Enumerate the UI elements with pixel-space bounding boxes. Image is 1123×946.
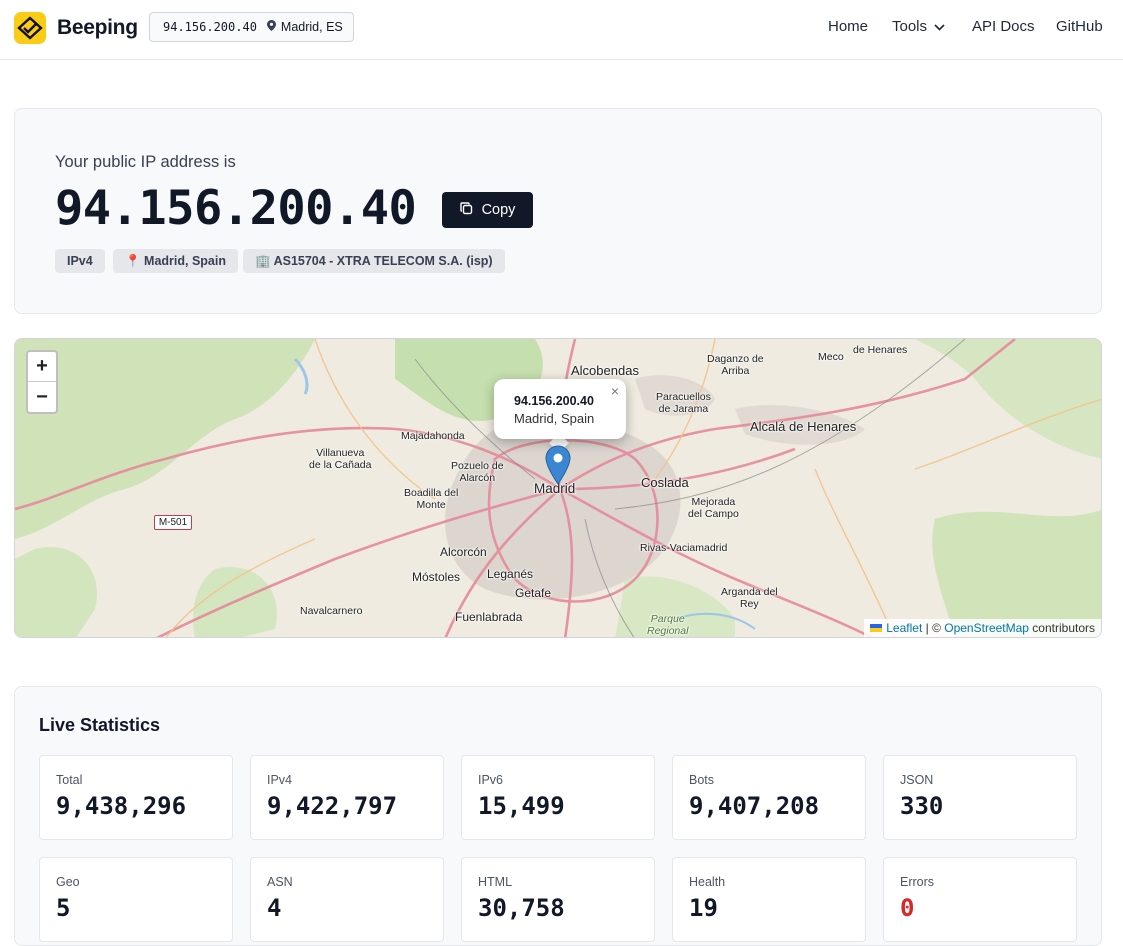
popup-close-button[interactable]: × xyxy=(610,383,619,399)
map-label-alcorcon: Alcorcón xyxy=(440,545,487,559)
map-label-mostoles: Móstoles xyxy=(412,570,461,584)
stat-value: 4 xyxy=(267,894,282,922)
tag-ip-version: IPv4 xyxy=(55,249,105,273)
stat-label: HTML xyxy=(478,875,513,889)
stat-card-asn: ASN 4 xyxy=(250,857,444,942)
stat-card-bots: Bots 9,407,208 xyxy=(672,755,866,840)
brand-name[interactable]: Beeping xyxy=(57,16,138,39)
map-label-madrid: Madrid xyxy=(534,481,576,496)
live-statistics-panel: Live Statistics Total 9,438,296 IPv4 9,4… xyxy=(14,686,1102,946)
stat-value: 15,499 xyxy=(478,792,565,820)
stat-label: Errors xyxy=(900,875,935,889)
nav-tools-label: Tools xyxy=(892,18,928,35)
stat-label: JSON xyxy=(900,773,934,787)
map-label-daganzo: Daganzo de Arriba xyxy=(707,353,764,377)
copy-button[interactable]: Copy xyxy=(442,192,533,228)
zoom-control: + − xyxy=(26,350,58,414)
map-label-coslada: Coslada xyxy=(641,475,689,490)
stat-card-html: HTML 30,758 xyxy=(461,857,655,942)
stat-label: Geo xyxy=(56,875,80,889)
map-attribution: Leaflet | © OpenStreetMap contributors xyxy=(864,619,1101,637)
map-label-boadilla: Boadilla del Monte xyxy=(404,487,459,511)
zoom-in-button[interactable]: + xyxy=(28,352,56,382)
location-pin-icon xyxy=(266,20,276,34)
map-label-meco: Meco xyxy=(818,351,844,363)
map-label-alcobendas: Alcobendas xyxy=(571,363,639,378)
header-ip: 94.156.200.40 xyxy=(163,20,257,34)
stat-label: IPv6 xyxy=(478,773,504,787)
location-map[interactable]: + − M-501 Alcobendas Daganzo de Arriba M… xyxy=(14,338,1102,638)
stat-card-errors: Errors 0 xyxy=(883,857,1077,942)
stat-value: 9,407,208 xyxy=(689,792,820,820)
map-marker-icon[interactable] xyxy=(545,445,571,490)
copy-button-label: Copy xyxy=(481,202,516,218)
attribution-suffix: contributors xyxy=(1028,621,1095,635)
stat-value: 19 xyxy=(689,894,718,922)
ip-intro-text: Your public IP address is xyxy=(55,153,236,171)
stat-label: IPv4 xyxy=(267,773,293,787)
map-label-arganda: Arganda del Rey xyxy=(721,586,778,610)
map-label-leganes: Leganés xyxy=(487,567,534,581)
stat-label: Bots xyxy=(689,773,715,787)
tag-location: 📍 Madrid, Spain xyxy=(113,249,238,273)
map-label-majadahonda: Majadahonda xyxy=(401,430,465,442)
stat-label: Health xyxy=(689,875,726,889)
zoom-out-button[interactable]: − xyxy=(36,385,48,408)
stat-card-json: JSON 330 xyxy=(883,755,1077,840)
map-label-henares-top: de Henares xyxy=(853,344,908,356)
stat-card-geo: Geo 5 xyxy=(39,857,233,942)
stat-value: 30,758 xyxy=(478,894,565,922)
top-navbar: Beeping 94.156.200.40 Madrid, ES Home To… xyxy=(0,0,1123,60)
map-label-mejorada: Mejorada del Campo xyxy=(688,496,739,520)
stat-label: ASN xyxy=(267,875,293,889)
ip-card: Your public IP address is 94.156.200.40 … xyxy=(14,108,1102,314)
attribution-separator: | © xyxy=(922,621,945,635)
map-label-alcala: Alcalá de Henares xyxy=(750,419,857,434)
map-label-pozuelo: Pozuelo de Alarcón xyxy=(451,460,504,484)
map-label-rivas: Rivas-Vaciamadrid xyxy=(640,542,728,554)
stat-value: 5 xyxy=(56,894,71,922)
ip-address-display: 94.156.200.40 xyxy=(55,181,417,236)
map-label-fuenlabrada: Fuenlabrada xyxy=(455,610,523,624)
map-label-paracuellos: Paracuellos de Jarama xyxy=(656,391,711,415)
popup-location: Madrid, Spain xyxy=(514,411,595,426)
copy-icon xyxy=(459,201,482,219)
nav-api-docs[interactable]: API Docs xyxy=(972,18,1035,35)
beeping-logo-icon[interactable] xyxy=(14,12,46,44)
stat-value: 9,422,797 xyxy=(267,792,398,820)
stat-card-total: Total 9,438,296 xyxy=(39,755,233,840)
stat-card-ipv6: IPv6 15,499 xyxy=(461,755,655,840)
map-label-getafe: Getafe xyxy=(515,586,552,600)
chevron-down-icon xyxy=(934,18,945,35)
ukraine-flag-icon xyxy=(870,624,883,632)
nav-tools[interactable]: Tools xyxy=(892,18,945,35)
stat-card-ipv4: IPv4 9,422,797 xyxy=(250,755,444,840)
map-label-villanueva: Villanueva de la Cañada xyxy=(309,447,372,471)
stat-value-errors: 0 xyxy=(900,894,915,922)
header-location: Madrid, ES xyxy=(280,20,343,34)
map-label-parque: Parque Regional xyxy=(647,613,689,637)
map-popup: 94.156.200.40 Madrid, Spain × xyxy=(494,379,626,439)
stats-title: Live Statistics xyxy=(39,715,161,735)
stat-value: 9,438,296 xyxy=(56,792,187,820)
stat-card-health: Health 19 xyxy=(672,857,866,942)
map-label-navalcarnero: Navalcarnero xyxy=(300,605,363,617)
nav-home[interactable]: Home xyxy=(828,18,869,35)
stat-value: 330 xyxy=(900,792,944,820)
osm-link[interactable]: OpenStreetMap xyxy=(944,621,1029,635)
tag-asn: 🏢 AS15704 - XTRA TELECOM S.A. (isp) xyxy=(243,249,505,273)
road-shield: M-501 xyxy=(154,515,192,530)
nav-github[interactable]: GitHub xyxy=(1056,18,1103,35)
stat-label: Total xyxy=(56,773,83,787)
header-ip-chip[interactable]: 94.156.200.40 Madrid, ES xyxy=(149,12,354,42)
popup-ip: 94.156.200.40 xyxy=(514,394,594,408)
leaflet-link[interactable]: Leaflet xyxy=(886,621,923,635)
